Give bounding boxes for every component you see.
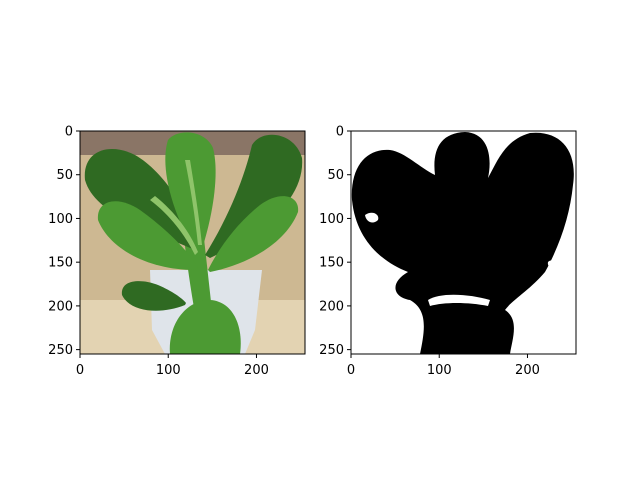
- xtick-label: 200: [515, 363, 540, 378]
- ytick-label: 200: [48, 299, 73, 314]
- ytick-label: 150: [319, 256, 344, 271]
- ytick-label: 50: [327, 168, 344, 183]
- plant-photo-yticks: 0 50 100 150 200 250: [48, 125, 80, 359]
- xtick-label: 0: [347, 363, 355, 378]
- binary-mask-panel: 0 50 100 150 200 250 0 100 200: [319, 125, 576, 379]
- binary-mask-yticks: 0 50 100 150 200 250: [319, 125, 351, 359]
- ytick-label: 200: [319, 299, 344, 314]
- ytick-label: 0: [65, 125, 73, 140]
- xtick-label: 200: [244, 363, 269, 378]
- xtick-label: 100: [156, 363, 181, 378]
- xtick-label: 100: [427, 363, 452, 378]
- ytick-label: 100: [48, 212, 73, 227]
- binary-mask-image: [351, 131, 576, 354]
- ytick-label: 250: [319, 343, 344, 358]
- plant-photo-xticks: 0 100 200: [76, 354, 269, 378]
- binary-mask-xticks: 0 100 200: [347, 354, 540, 378]
- ytick-label: 0: [336, 125, 344, 140]
- plant-photo-panel: 0 50 100 150 200 250 0 100 200: [48, 125, 305, 379]
- ytick-label: 100: [319, 212, 344, 227]
- ytick-label: 150: [48, 256, 73, 271]
- ytick-label: 250: [48, 343, 73, 358]
- ytick-label: 50: [56, 168, 73, 183]
- plant-photo-image: [80, 131, 305, 354]
- xtick-label: 0: [76, 363, 84, 378]
